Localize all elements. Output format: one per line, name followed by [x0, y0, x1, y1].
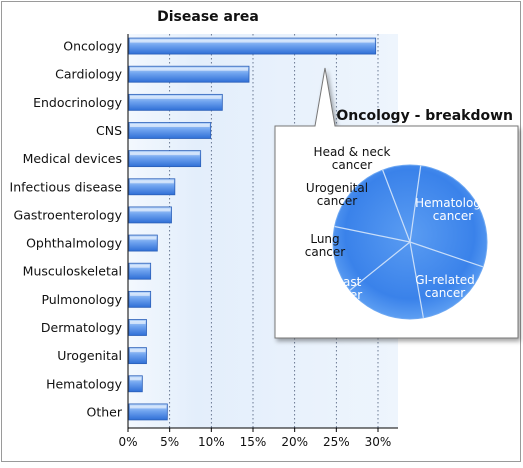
pie-chart-title: Oncology - breakdown [336, 108, 513, 124]
category-label: Pulmonology [41, 292, 122, 307]
category-label: Dermatology [41, 320, 123, 335]
bar-highlight [130, 321, 146, 324]
x-tick-labels: 0% 5% 10% 15% 20% 25% 30% [118, 428, 391, 449]
pie-slice-label: Lung cancer [305, 232, 346, 259]
bar-highlight [130, 349, 146, 353]
pie-slice-label: GI-related cancer [415, 273, 475, 300]
pie-chart: Hematologic cancer GI-related cancer Breast c… [305, 145, 491, 320]
x-tick-label: 25% [323, 435, 350, 449]
x-tick-label: 30% [365, 435, 392, 449]
bar-highlight [130, 377, 142, 381]
x-tick-label: 15% [240, 435, 267, 449]
bar-highlight [130, 180, 174, 184]
x-tick-label: 5% [160, 435, 179, 449]
category-label: Hematology [46, 376, 123, 391]
category-label: Medical devices [23, 151, 122, 166]
category-label: Cardiology [55, 67, 122, 82]
bar-highlight [130, 39, 375, 43]
pie-slice-label: Urogenital cancer [306, 181, 368, 208]
category-label: Urogenital [57, 348, 122, 363]
bar-highlight [130, 405, 167, 409]
pie-callout: Oncology - breakdown Hematologic cancer GI… [274, 67, 519, 339]
pie-slice-edge [409, 241, 424, 318]
x-tick-label: 10% [198, 435, 225, 449]
bar-highlight [130, 208, 171, 212]
category-label: Ophthalmology [26, 236, 123, 251]
category-label: Oncology [63, 39, 122, 54]
bar-highlight [130, 236, 157, 240]
bar-highlight [130, 264, 150, 268]
category-label: Endocrinology [33, 95, 123, 110]
bar-highlight [130, 152, 200, 156]
category-label: Gastroenterology [14, 207, 123, 222]
pie-slice-edge [409, 241, 484, 268]
pie-slice-label: Hematologic cancer [415, 196, 491, 223]
bar-chart-title: Disease area [157, 9, 259, 25]
bars [128, 37, 377, 421]
pie-slice-label: Head & neck cancer [314, 145, 391, 172]
x-tick-label: 20% [281, 435, 308, 449]
pie-slice-edge [409, 165, 422, 243]
pie-slice-edge [334, 225, 411, 243]
bar-highlight [130, 67, 248, 71]
pie-slice-edge [349, 241, 411, 291]
x-tick-label: 0% [118, 435, 137, 449]
category-label: Other [87, 404, 123, 419]
bar-highlight [130, 95, 222, 99]
bar-highlight [130, 292, 150, 296]
category-label: CNS [96, 123, 122, 138]
bar-highlight [130, 124, 210, 127]
category-label: Infectious disease [10, 179, 123, 194]
pie-slice-label: Breast cancer [322, 275, 363, 302]
category-labels: Oncology Cardiology Endocrinology CNS Medica… [10, 39, 123, 420]
category-label: Musculoskeletal [23, 264, 122, 279]
pie-slice-edge [382, 169, 411, 243]
